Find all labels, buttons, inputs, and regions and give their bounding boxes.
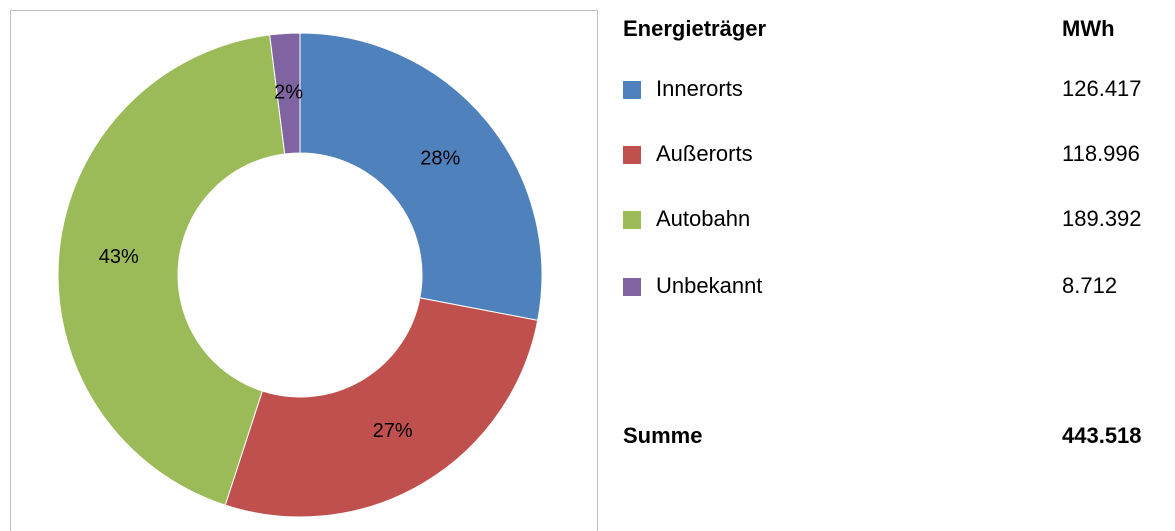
legend-swatch: [623, 81, 641, 99]
row-value: 8.712: [1062, 273, 1117, 298]
row-label: Unbekannt: [656, 273, 762, 298]
row-value: 189.392: [1062, 206, 1142, 231]
header-carrier: Energieträger: [623, 16, 766, 41]
donut-slice: [224, 297, 539, 518]
donut-slice: [57, 34, 286, 506]
row-label: Autobahn: [656, 206, 750, 231]
row-value: 126.417: [1062, 76, 1142, 101]
legend-swatch: [623, 146, 641, 164]
donut-chart: 28% 27% 43% 2%: [57, 32, 543, 518]
slice-label: 28%: [420, 147, 460, 169]
header-unit: MWh: [1062, 16, 1115, 41]
legend-swatch: [623, 278, 641, 296]
slice-label: 27%: [373, 420, 413, 442]
total-label: Summe: [623, 423, 702, 448]
row-label: Innerorts: [656, 76, 743, 101]
slice-label: 43%: [99, 246, 139, 268]
row-label: Außerorts: [656, 141, 753, 166]
row-value: 118.996: [1062, 141, 1140, 166]
donut-slice: [269, 32, 301, 155]
donut-slice: [299, 32, 543, 321]
slice-label: 2%: [274, 82, 303, 104]
total-value: 443.518: [1062, 423, 1142, 448]
legend-swatch: [623, 211, 641, 229]
table: Energieträger MWh Summe 443.518 Innerort…: [623, 16, 1142, 448]
